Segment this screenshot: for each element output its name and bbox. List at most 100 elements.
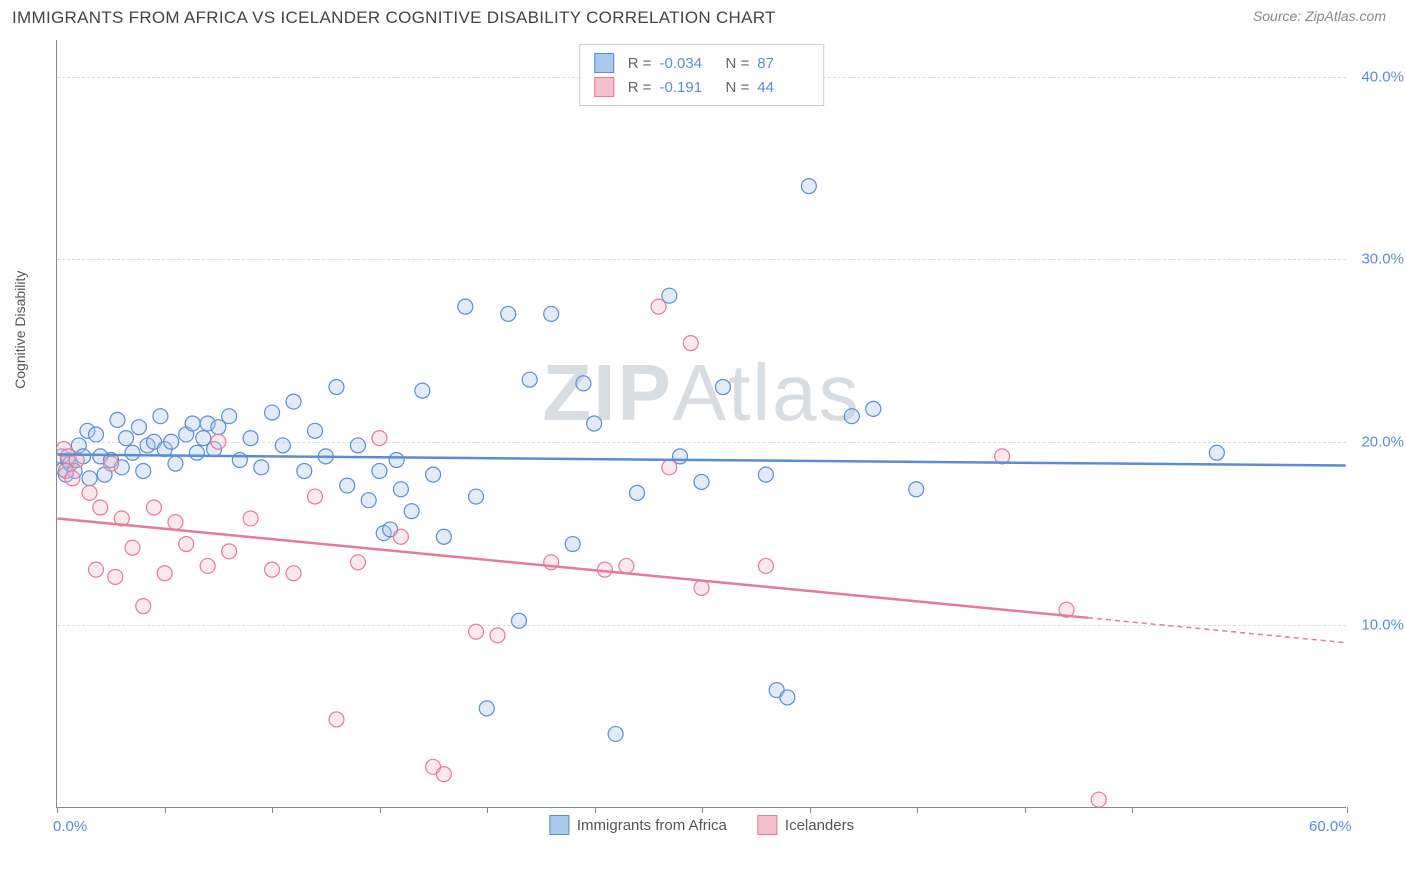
data-point [469, 489, 484, 504]
trend-line [57, 455, 1345, 466]
r-label: R = [628, 79, 652, 96]
n-value-2: 44 [757, 79, 809, 96]
data-point [243, 511, 258, 526]
x-tick [1347, 807, 1348, 813]
data-point [222, 544, 237, 559]
x-tick [165, 807, 166, 813]
data-point [82, 471, 97, 486]
data-point [758, 467, 773, 482]
data-point [361, 493, 376, 508]
data-point [758, 558, 773, 573]
x-tick-label: 60.0% [1309, 818, 1352, 835]
data-point [350, 438, 365, 453]
data-point [426, 467, 441, 482]
data-point [168, 515, 183, 530]
data-point [131, 420, 146, 435]
data-point [93, 500, 108, 515]
data-point [153, 409, 168, 424]
legend-swatch-pink [757, 815, 777, 835]
data-point [308, 489, 323, 504]
data-point [104, 456, 119, 471]
source-attribution: Source: ZipAtlas.com [1253, 8, 1386, 24]
data-point [404, 504, 419, 519]
data-point [490, 628, 505, 643]
data-point [436, 767, 451, 782]
data-point [608, 726, 623, 741]
legend-row-series1: R = -0.034 N = 87 [594, 51, 810, 75]
data-point [694, 474, 709, 489]
trend-line-extension [1088, 618, 1346, 643]
data-point [297, 463, 312, 478]
x-tick [272, 807, 273, 813]
data-point [329, 379, 344, 394]
data-point [88, 427, 103, 442]
data-point [683, 336, 698, 351]
data-point [329, 712, 344, 727]
data-point [844, 409, 859, 424]
legend-swatch-pink [594, 77, 614, 97]
y-tick-label: 30.0% [1361, 251, 1404, 268]
data-point [211, 434, 226, 449]
data-point [286, 394, 301, 409]
legend-item-2: Icelanders [757, 815, 854, 835]
data-point [522, 372, 537, 387]
plot-area: ZIPAtlas R = -0.034 N = 87 R = -0.191 N … [56, 40, 1346, 808]
data-point [164, 434, 179, 449]
data-point [350, 555, 365, 570]
data-point [110, 412, 125, 427]
x-tick [1132, 807, 1133, 813]
n-label: N = [726, 55, 750, 72]
x-tick [917, 807, 918, 813]
data-point [1091, 792, 1106, 807]
data-point [662, 460, 677, 475]
x-tick [810, 807, 811, 813]
y-tick-label: 10.0% [1361, 617, 1404, 634]
n-label: N = [726, 79, 750, 96]
y-axis-label: Cognitive Disability [12, 271, 28, 389]
n-value-1: 87 [757, 55, 809, 72]
data-point [125, 540, 140, 555]
data-point [65, 471, 80, 486]
data-point [393, 482, 408, 497]
data-point [189, 445, 204, 460]
data-point [286, 566, 301, 581]
x-tick [702, 807, 703, 813]
x-tick-label: 0.0% [53, 818, 87, 835]
data-point [200, 558, 215, 573]
legend-item-1: Immigrants from Africa [549, 815, 727, 835]
data-point [866, 401, 881, 416]
plot-svg [57, 40, 1346, 807]
r-label: R = [628, 55, 652, 72]
legend-swatch-blue [594, 53, 614, 73]
data-point [544, 306, 559, 321]
legend-swatch-blue [549, 815, 569, 835]
data-point [265, 405, 280, 420]
data-point [265, 562, 280, 577]
data-point [1209, 445, 1224, 460]
data-point [909, 482, 924, 497]
data-point [393, 529, 408, 544]
x-tick [1025, 807, 1026, 813]
x-tick [380, 807, 381, 813]
data-point [501, 306, 516, 321]
series-legend: Immigrants from Africa Icelanders [549, 815, 854, 835]
x-tick [487, 807, 488, 813]
data-point [389, 453, 404, 468]
data-point [119, 431, 134, 446]
r-value-2: -0.191 [660, 79, 712, 96]
data-point [179, 537, 194, 552]
data-point [243, 431, 258, 446]
chart-title: IMMIGRANTS FROM AFRICA VS ICELANDER COGN… [12, 8, 776, 28]
data-point [146, 500, 161, 515]
data-point [694, 580, 709, 595]
x-tick [595, 807, 596, 813]
data-point [275, 438, 290, 453]
chart-header: IMMIGRANTS FROM AFRICA VS ICELANDER COGN… [0, 0, 1406, 32]
data-point [436, 529, 451, 544]
data-point [587, 416, 602, 431]
data-point [372, 463, 387, 478]
data-point [185, 416, 200, 431]
x-tick [57, 807, 58, 813]
r-value-1: -0.034 [660, 55, 712, 72]
series-1-name: Immigrants from Africa [577, 817, 727, 834]
